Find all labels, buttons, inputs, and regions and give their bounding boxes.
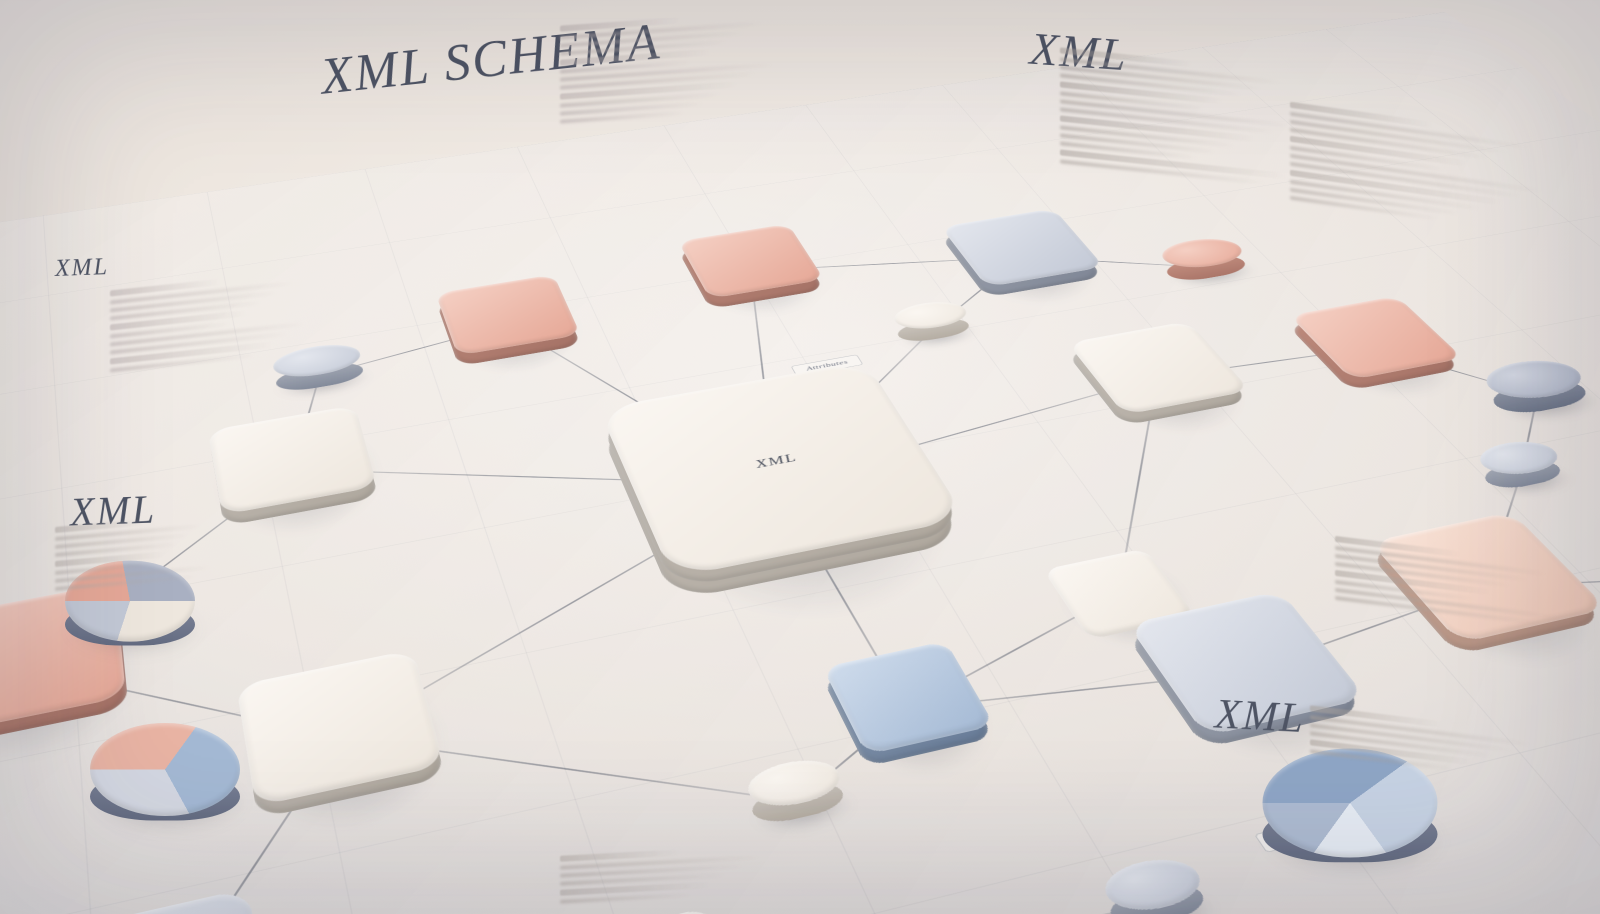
decorative-text-block <box>560 10 780 123</box>
xml-label: XML <box>1214 691 1306 744</box>
xml-label: XML <box>55 254 110 283</box>
diagram-edge <box>645 903 1156 914</box>
